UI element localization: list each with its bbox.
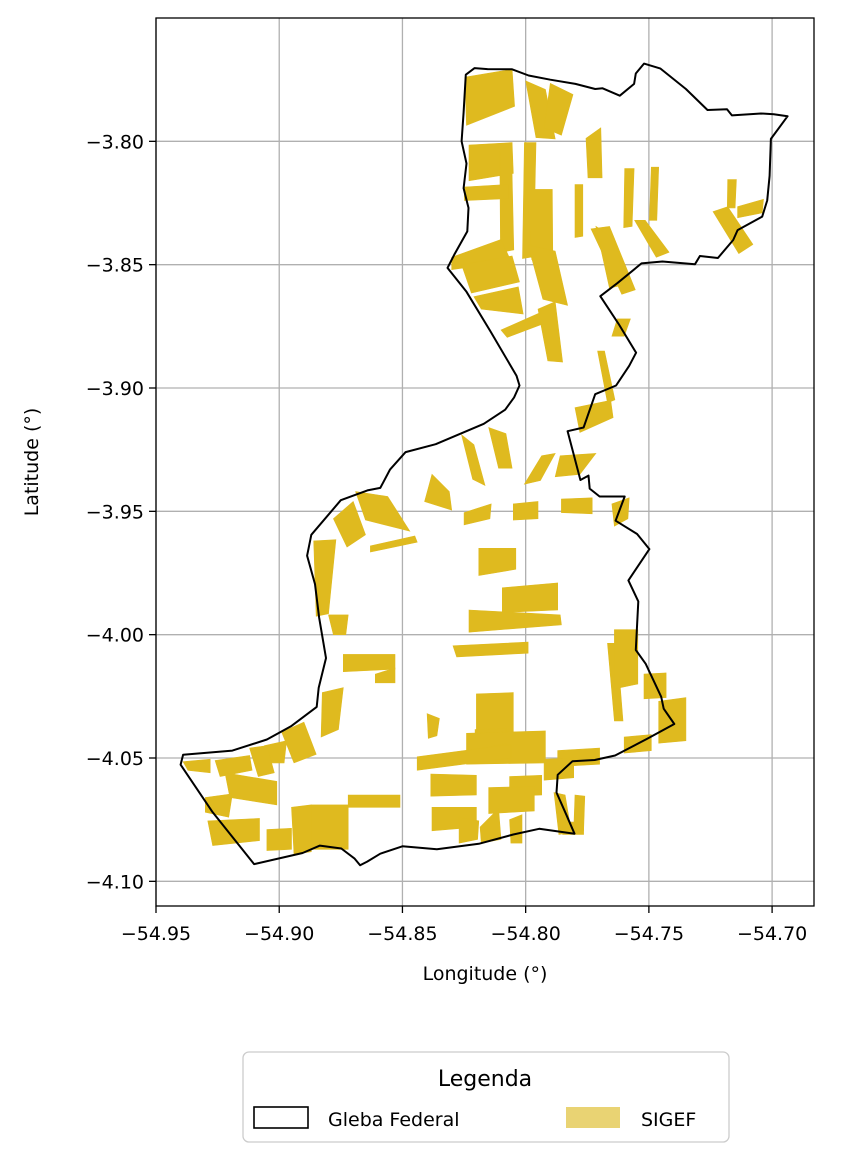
sigef-parcel	[461, 434, 486, 486]
legend-label-sigef: SIGEF	[641, 1109, 696, 1131]
sigef-parcel	[463, 503, 492, 526]
sigef-parcel	[461, 255, 520, 294]
y-tick-label: −3.90	[86, 378, 144, 400]
x-tick-label: −54.80	[490, 923, 560, 945]
sigef-parcel	[249, 745, 275, 777]
y-tick-label: −4.00	[86, 625, 144, 647]
sigef-parcel	[468, 609, 562, 633]
sigef-parcel	[479, 807, 502, 844]
sigef-parcels	[182, 68, 764, 855]
x-axis-ticks: −54.95 −54.90 −54.85 −54.80 −54.75 −54.70	[121, 906, 807, 945]
sigef-parcel	[266, 827, 292, 851]
x-axis-title: Longitude (°)	[423, 963, 548, 985]
gleba-federal-boundary	[179, 62, 789, 867]
x-tick-label: −54.70	[737, 923, 807, 945]
sigef-parcel	[543, 82, 574, 136]
x-tick-label: −54.85	[367, 923, 437, 945]
sigef-parcel	[424, 473, 453, 511]
y-axis-ticks: −3.80 −3.85 −3.90 −3.95 −4.00 −4.05 −4.10	[86, 131, 156, 893]
sigef-parcel	[291, 804, 312, 855]
sigef-parcel	[501, 582, 559, 613]
sigef-parcel	[328, 614, 349, 636]
sigef-parcel	[634, 220, 670, 258]
sigef-parcel	[649, 166, 660, 221]
y-tick-label: −3.95	[86, 501, 144, 523]
sigef-parcel	[473, 286, 524, 315]
sigef-parcel	[342, 654, 396, 673]
sigef-parcel	[224, 772, 278, 806]
legend: Legenda Gleba Federal SIGEF	[242, 1051, 730, 1143]
sigef-parcel	[488, 786, 535, 814]
sigef-parcel	[561, 497, 593, 515]
sigef-parcel	[527, 244, 569, 306]
sigef-parcel	[737, 198, 764, 219]
sigef-parcel	[543, 757, 575, 781]
y-tick-label: −3.80	[86, 131, 144, 153]
sigef-parcel	[430, 773, 477, 797]
sigef-parcel	[623, 168, 635, 229]
y-tick-label: −4.05	[86, 748, 144, 770]
y-tick-label: −3.85	[86, 255, 144, 277]
x-tick-label: −54.95	[121, 923, 191, 945]
sigef-parcel	[333, 500, 366, 548]
sigef-parcel	[488, 427, 513, 469]
sigef-parcel	[281, 721, 317, 764]
sigef-parcel	[478, 547, 517, 576]
sigef-parcel	[509, 814, 523, 844]
sigef-parcel	[463, 184, 509, 201]
sigef-parcel	[374, 667, 396, 684]
x-tick-label: −54.90	[244, 923, 314, 945]
sigef-parcel	[726, 179, 737, 209]
sigef-parcel	[597, 350, 616, 404]
sigef-parcel	[614, 629, 639, 690]
legend-swatch-sigef	[566, 1107, 620, 1128]
sigef-parcel	[355, 491, 411, 532]
sigef-parcel	[585, 127, 603, 179]
sigef-parcel	[452, 641, 529, 658]
y-axis-title: Latitude (°)	[21, 408, 43, 517]
gleba-federal-outline	[179, 62, 789, 867]
sigef-parcel	[464, 68, 515, 126]
sigef-parcel	[574, 184, 584, 238]
sigef-parcel	[347, 794, 401, 808]
sigef-parcel	[320, 687, 344, 738]
sigef-parcel	[207, 818, 260, 846]
sigef-parcel	[426, 713, 440, 739]
sigef-parcel	[512, 501, 539, 521]
sigef-parcel	[523, 452, 556, 485]
sigef-parcel	[712, 206, 754, 255]
sigef-parcel	[310, 804, 349, 850]
sigef-parcel	[595, 225, 626, 289]
sigef-parcel	[214, 755, 253, 777]
sigef-parcel	[416, 744, 512, 771]
y-tick-label: −4.10	[86, 871, 144, 893]
legend-title: Legenda	[438, 1067, 532, 1092]
sigef-parcel	[458, 816, 480, 844]
x-tick-label: −54.75	[614, 923, 684, 945]
sigef-parcel	[537, 301, 563, 363]
sigef-parcel	[370, 535, 418, 553]
legend-swatch-gleba-federal	[253, 1106, 309, 1129]
axes-frame	[155, 17, 815, 907]
sigef-parcel	[182, 758, 211, 774]
legend-label-gleba-federal: Gleba Federal	[328, 1109, 460, 1131]
